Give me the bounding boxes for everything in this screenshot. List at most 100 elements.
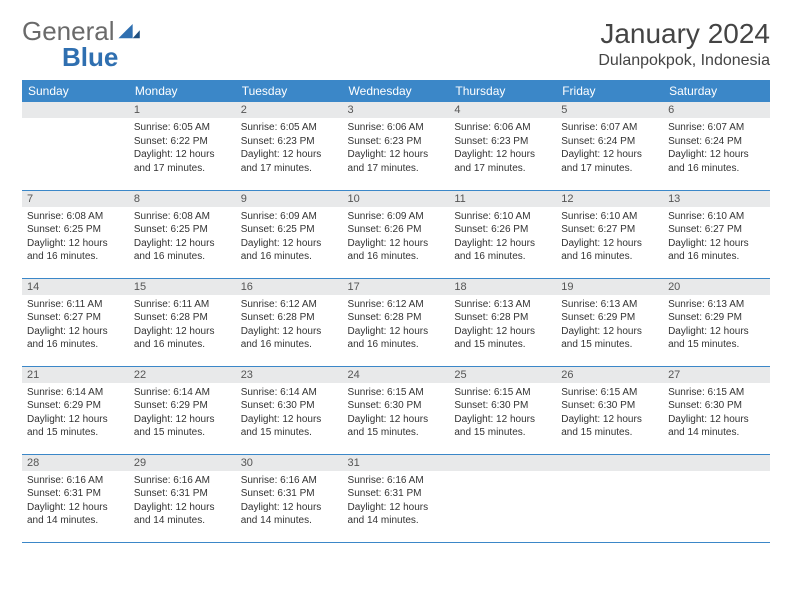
calendar-cell: 28Sunrise: 6:16 AMSunset: 6:31 PMDayligh… — [22, 454, 129, 542]
calendar-cell: 24Sunrise: 6:15 AMSunset: 6:30 PMDayligh… — [343, 366, 450, 454]
day-number: 25 — [449, 367, 556, 383]
calendar-cell: 10Sunrise: 6:09 AMSunset: 6:26 PMDayligh… — [343, 190, 450, 278]
day-details: Sunrise: 6:05 AMSunset: 6:22 PMDaylight:… — [129, 118, 236, 179]
calendar-cell: 26Sunrise: 6:15 AMSunset: 6:30 PMDayligh… — [556, 366, 663, 454]
day-number: 18 — [449, 279, 556, 295]
day-number: 15 — [129, 279, 236, 295]
day-number: 2 — [236, 102, 343, 118]
weekday-header: Sunday — [22, 80, 129, 102]
day-number: 31 — [343, 455, 450, 471]
day-number: 22 — [129, 367, 236, 383]
day-number: 30 — [236, 455, 343, 471]
day-number: 24 — [343, 367, 450, 383]
day-details: Sunrise: 6:13 AMSunset: 6:28 PMDaylight:… — [449, 295, 556, 356]
day-details: Sunrise: 6:14 AMSunset: 6:29 PMDaylight:… — [22, 383, 129, 444]
calendar-cell — [449, 454, 556, 542]
day-details: Sunrise: 6:13 AMSunset: 6:29 PMDaylight:… — [556, 295, 663, 356]
weekday-header: Friday — [556, 80, 663, 102]
day-number: 27 — [663, 367, 770, 383]
calendar-cell: 7Sunrise: 6:08 AMSunset: 6:25 PMDaylight… — [22, 190, 129, 278]
calendar-table: SundayMondayTuesdayWednesdayThursdayFrid… — [22, 80, 770, 543]
calendar-cell: 21Sunrise: 6:14 AMSunset: 6:29 PMDayligh… — [22, 366, 129, 454]
calendar-head: SundayMondayTuesdayWednesdayThursdayFrid… — [22, 80, 770, 102]
day-details: Sunrise: 6:14 AMSunset: 6:29 PMDaylight:… — [129, 383, 236, 444]
day-number-empty — [556, 455, 663, 471]
calendar-cell: 1Sunrise: 6:05 AMSunset: 6:22 PMDaylight… — [129, 102, 236, 190]
day-details: Sunrise: 6:16 AMSunset: 6:31 PMDaylight:… — [129, 471, 236, 532]
month-title: January 2024 — [598, 18, 770, 50]
day-number: 9 — [236, 191, 343, 207]
calendar-row: 1Sunrise: 6:05 AMSunset: 6:22 PMDaylight… — [22, 102, 770, 190]
day-details: Sunrise: 6:11 AMSunset: 6:28 PMDaylight:… — [129, 295, 236, 356]
calendar-body: 1Sunrise: 6:05 AMSunset: 6:22 PMDaylight… — [22, 102, 770, 542]
day-number-empty — [449, 455, 556, 471]
calendar-cell: 11Sunrise: 6:10 AMSunset: 6:26 PMDayligh… — [449, 190, 556, 278]
day-details: Sunrise: 6:15 AMSunset: 6:30 PMDaylight:… — [343, 383, 450, 444]
day-number: 28 — [22, 455, 129, 471]
day-number: 19 — [556, 279, 663, 295]
calendar-cell: 16Sunrise: 6:12 AMSunset: 6:28 PMDayligh… — [236, 278, 343, 366]
day-number: 12 — [556, 191, 663, 207]
calendar-cell: 17Sunrise: 6:12 AMSunset: 6:28 PMDayligh… — [343, 278, 450, 366]
day-number: 4 — [449, 102, 556, 118]
weekday-row: SundayMondayTuesdayWednesdayThursdayFrid… — [22, 80, 770, 102]
day-details: Sunrise: 6:10 AMSunset: 6:27 PMDaylight:… — [556, 207, 663, 268]
day-number: 1 — [129, 102, 236, 118]
day-details: Sunrise: 6:15 AMSunset: 6:30 PMDaylight:… — [449, 383, 556, 444]
logo-text-blue: Blue — [62, 42, 118, 72]
calendar-cell: 12Sunrise: 6:10 AMSunset: 6:27 PMDayligh… — [556, 190, 663, 278]
day-details: Sunrise: 6:11 AMSunset: 6:27 PMDaylight:… — [22, 295, 129, 356]
day-details: Sunrise: 6:09 AMSunset: 6:25 PMDaylight:… — [236, 207, 343, 268]
logo: GeneralBlue — [22, 18, 142, 70]
location: Dulanpokpok, Indonesia — [598, 52, 770, 70]
day-number: 14 — [22, 279, 129, 295]
calendar-cell: 3Sunrise: 6:06 AMSunset: 6:23 PMDaylight… — [343, 102, 450, 190]
weekday-header: Tuesday — [236, 80, 343, 102]
day-number: 26 — [556, 367, 663, 383]
weekday-header: Saturday — [663, 80, 770, 102]
day-number: 8 — [129, 191, 236, 207]
day-number: 23 — [236, 367, 343, 383]
calendar-cell — [22, 102, 129, 190]
calendar-cell: 19Sunrise: 6:13 AMSunset: 6:29 PMDayligh… — [556, 278, 663, 366]
day-details: Sunrise: 6:10 AMSunset: 6:26 PMDaylight:… — [449, 207, 556, 268]
calendar-cell: 27Sunrise: 6:15 AMSunset: 6:30 PMDayligh… — [663, 366, 770, 454]
calendar-cell: 6Sunrise: 6:07 AMSunset: 6:24 PMDaylight… — [663, 102, 770, 190]
day-details: Sunrise: 6:05 AMSunset: 6:23 PMDaylight:… — [236, 118, 343, 179]
calendar-cell: 20Sunrise: 6:13 AMSunset: 6:29 PMDayligh… — [663, 278, 770, 366]
day-number: 20 — [663, 279, 770, 295]
day-number: 16 — [236, 279, 343, 295]
day-details: Sunrise: 6:15 AMSunset: 6:30 PMDaylight:… — [663, 383, 770, 444]
day-number: 7 — [22, 191, 129, 207]
day-details: Sunrise: 6:10 AMSunset: 6:27 PMDaylight:… — [663, 207, 770, 268]
calendar-cell: 9Sunrise: 6:09 AMSunset: 6:25 PMDaylight… — [236, 190, 343, 278]
day-number: 13 — [663, 191, 770, 207]
day-number: 21 — [22, 367, 129, 383]
day-number: 17 — [343, 279, 450, 295]
day-details: Sunrise: 6:15 AMSunset: 6:30 PMDaylight:… — [556, 383, 663, 444]
day-details: Sunrise: 6:07 AMSunset: 6:24 PMDaylight:… — [663, 118, 770, 179]
day-number: 10 — [343, 191, 450, 207]
day-number: 29 — [129, 455, 236, 471]
day-number-empty — [22, 102, 129, 118]
day-details: Sunrise: 6:09 AMSunset: 6:26 PMDaylight:… — [343, 207, 450, 268]
day-details: Sunrise: 6:14 AMSunset: 6:30 PMDaylight:… — [236, 383, 343, 444]
day-details: Sunrise: 6:06 AMSunset: 6:23 PMDaylight:… — [449, 118, 556, 179]
day-details: Sunrise: 6:06 AMSunset: 6:23 PMDaylight:… — [343, 118, 450, 179]
calendar-row: 14Sunrise: 6:11 AMSunset: 6:27 PMDayligh… — [22, 278, 770, 366]
day-details: Sunrise: 6:07 AMSunset: 6:24 PMDaylight:… — [556, 118, 663, 179]
day-details: Sunrise: 6:08 AMSunset: 6:25 PMDaylight:… — [129, 207, 236, 268]
calendar-row: 28Sunrise: 6:16 AMSunset: 6:31 PMDayligh… — [22, 454, 770, 542]
calendar-cell: 8Sunrise: 6:08 AMSunset: 6:25 PMDaylight… — [129, 190, 236, 278]
day-number: 6 — [663, 102, 770, 118]
calendar-cell — [663, 454, 770, 542]
calendar-cell: 31Sunrise: 6:16 AMSunset: 6:31 PMDayligh… — [343, 454, 450, 542]
day-details: Sunrise: 6:13 AMSunset: 6:29 PMDaylight:… — [663, 295, 770, 356]
day-details: Sunrise: 6:16 AMSunset: 6:31 PMDaylight:… — [236, 471, 343, 532]
weekday-header: Wednesday — [343, 80, 450, 102]
title-block: January 2024 Dulanpokpok, Indonesia — [598, 18, 770, 70]
calendar-cell: 23Sunrise: 6:14 AMSunset: 6:30 PMDayligh… — [236, 366, 343, 454]
logo-mark-icon — [117, 18, 142, 44]
calendar-row: 21Sunrise: 6:14 AMSunset: 6:29 PMDayligh… — [22, 366, 770, 454]
calendar-cell: 2Sunrise: 6:05 AMSunset: 6:23 PMDaylight… — [236, 102, 343, 190]
